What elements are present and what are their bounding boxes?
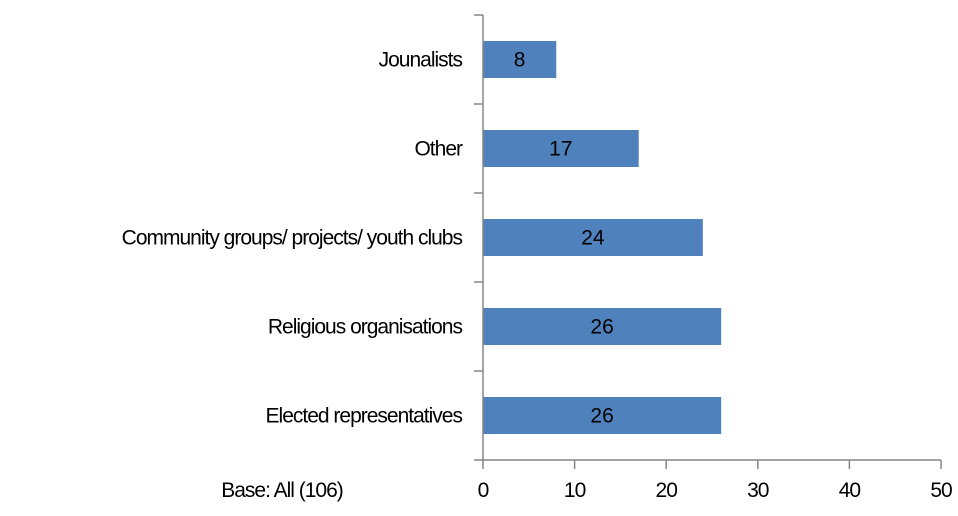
bar-value-label: 8 bbox=[514, 49, 526, 72]
x-tick-label: 20 bbox=[656, 479, 678, 502]
bar-value-label: 24 bbox=[581, 227, 605, 250]
x-tick-label: 40 bbox=[839, 479, 861, 502]
category-label: Jounalists bbox=[379, 49, 463, 72]
x-tick-label: 0 bbox=[478, 479, 489, 502]
bar bbox=[483, 130, 639, 167]
x-tick-label: 50 bbox=[930, 479, 952, 502]
category-label: Community groups/ projects/ youth clubs bbox=[122, 227, 463, 250]
x-tick-label: 10 bbox=[564, 479, 586, 502]
category-label: Other bbox=[414, 138, 463, 161]
base-note: Base: All (106) bbox=[221, 479, 343, 502]
bars-group bbox=[483, 41, 722, 434]
x-tick-label: 30 bbox=[747, 479, 769, 502]
axes-group bbox=[474, 14, 942, 469]
bar bbox=[483, 41, 557, 78]
bar bbox=[483, 308, 722, 345]
bar-value-label: 26 bbox=[590, 405, 613, 428]
bar-value-label: 26 bbox=[590, 316, 613, 339]
category-label: Elected representatives bbox=[266, 405, 463, 428]
bar-value-label: 17 bbox=[549, 138, 572, 161]
labels-group: 0 10 20 30 40 50 8 Jounalists 17 Other 24 Community… bbox=[122, 49, 953, 503]
category-label: Religious organisations bbox=[268, 316, 463, 339]
bar bbox=[483, 397, 722, 434]
bar bbox=[483, 219, 703, 256]
